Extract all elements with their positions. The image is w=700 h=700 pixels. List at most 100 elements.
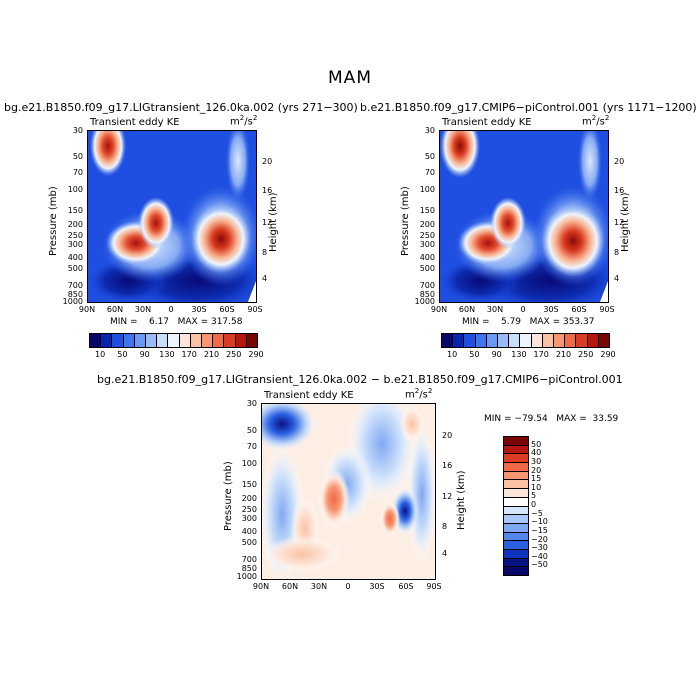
colorbar-swatch <box>504 541 528 550</box>
panel1-plot <box>87 130 257 303</box>
p1-ylabel-left: Pressure (mb) <box>48 186 59 256</box>
panel3-units: m2/s2 <box>405 387 433 401</box>
p2-htick: 12 <box>614 218 625 227</box>
p1-ptick: 100 <box>67 185 83 194</box>
colorbar-label: 90 <box>139 350 150 359</box>
colorbar-label: 5 <box>531 491 537 501</box>
p1-ptick: 300 <box>67 240 83 249</box>
p3-htick: 12 <box>442 492 453 501</box>
colorbar-swatch <box>504 506 528 516</box>
colorbar-swatch <box>123 334 135 347</box>
panel2-units: m2/s2 <box>582 114 610 128</box>
panel2-colorbar <box>441 333 610 348</box>
p3-ptick: 500 <box>241 538 257 547</box>
p3-ptick: 70 <box>246 442 257 451</box>
colorbar-swatch <box>486 334 499 347</box>
p3-htick: 4 <box>442 549 448 558</box>
p3-lattick: 30S <box>369 582 385 591</box>
colorbar-swatch <box>504 549 528 559</box>
p3-ptick: 150 <box>241 480 257 489</box>
p3-ptick: 300 <box>241 514 257 523</box>
colorbar-swatch <box>542 334 555 347</box>
colorbar-swatch <box>504 489 528 498</box>
p2-lattick: 60S <box>571 305 587 314</box>
colorbar-swatch <box>134 334 147 347</box>
colorbar-swatch <box>598 334 610 347</box>
p3-ptick: 250 <box>241 505 257 514</box>
colorbar-swatch <box>504 445 528 455</box>
panel3-colorbar <box>503 436 529 576</box>
colorbar-label: −50 <box>531 560 548 570</box>
p3-htick: 8 <box>442 522 448 531</box>
colorbar-label: 40 <box>531 448 542 458</box>
p3-ptick: 100 <box>241 459 257 468</box>
colorbar-swatch <box>498 334 510 347</box>
colorbar-label: 10 <box>531 482 542 492</box>
colorbar-label: 15 <box>531 474 542 484</box>
colorbar-swatch <box>504 567 528 575</box>
p3-lattick: 60N <box>281 582 299 591</box>
colorbar-swatch <box>112 334 124 347</box>
colorbar-label: −15 <box>531 525 548 535</box>
colorbar-swatch <box>504 471 528 481</box>
colorbar-swatch <box>504 454 528 464</box>
colorbar-swatch <box>504 497 528 507</box>
panel2-plot <box>439 130 609 303</box>
colorbar-swatch <box>235 334 247 347</box>
p1-lattick: 0 <box>168 305 174 314</box>
panel2-stats: MIN = 5.79 MAX = 353.37 <box>462 317 595 327</box>
p2-htick: 16 <box>614 186 625 195</box>
colorbar-swatch <box>213 334 225 347</box>
p3-ptick: 50 <box>246 426 257 435</box>
colorbar-label: 10 <box>447 350 458 359</box>
p1-lattick: 30N <box>134 305 152 314</box>
p2-ptick: 1000 <box>414 297 435 306</box>
panel1-title: bg.e21.B1850.f09_g17.LIGtransient_126.0k… <box>4 101 358 114</box>
p2-lattick: 30S <box>543 305 559 314</box>
p2-ptick: 150 <box>419 206 435 215</box>
p1-ptick: 1000 <box>62 297 83 306</box>
colorbar-swatch <box>179 334 191 347</box>
colorbar-label: 170 <box>533 350 549 359</box>
p1-lattick: 60S <box>219 305 235 314</box>
colorbar-label: 130 <box>511 350 527 359</box>
p2-htick: 4 <box>614 274 620 283</box>
panel1-heatmap <box>88 131 256 302</box>
p3-ptick: 30 <box>246 399 257 408</box>
p2-ptick: 700 <box>419 281 435 290</box>
p3-ptick: 1000 <box>236 572 257 581</box>
colorbar-swatch <box>475 334 487 347</box>
colorbar-label: −30 <box>531 543 548 553</box>
colorbar-label: 250 <box>578 350 594 359</box>
p1-htick: 12 <box>262 218 273 227</box>
p2-ptick: 50 <box>424 152 435 161</box>
p2-ptick: 400 <box>419 253 435 262</box>
colorbar-label: 170 <box>181 350 197 359</box>
p1-ptick: 400 <box>67 253 83 262</box>
p2-ptick: 500 <box>419 264 435 273</box>
p2-ptick: 30 <box>424 126 435 135</box>
panel3-heatmap <box>262 404 435 579</box>
panel1-units: m2/s2 <box>230 114 258 128</box>
panel3-stats: MIN = −79.54 MAX = 33.59 <box>484 414 619 424</box>
p2-ptick: 100 <box>419 185 435 194</box>
colorbar-swatch <box>157 334 169 347</box>
colorbar-swatch <box>587 334 599 347</box>
p3-lattick: 0 <box>345 582 351 591</box>
p2-ylabel-right: Height (km) <box>620 192 631 252</box>
colorbar-swatch <box>509 334 521 347</box>
p1-htick: 20 <box>262 157 273 166</box>
p2-lattick: 90S <box>599 305 615 314</box>
p3-lattick: 30N <box>310 582 328 591</box>
colorbar-label: 290 <box>248 350 264 359</box>
p2-htick: 8 <box>614 248 620 257</box>
colorbar-label: 10 <box>95 350 106 359</box>
colorbar-swatch <box>504 463 528 472</box>
p2-ptick: 250 <box>419 231 435 240</box>
p3-lattick: 90N <box>252 582 270 591</box>
p1-lattick: 30S <box>191 305 207 314</box>
colorbar-swatch <box>168 334 180 347</box>
colorbar-label: 0 <box>531 500 537 509</box>
colorbar-swatch <box>576 334 588 347</box>
colorbar-swatch <box>464 334 476 347</box>
